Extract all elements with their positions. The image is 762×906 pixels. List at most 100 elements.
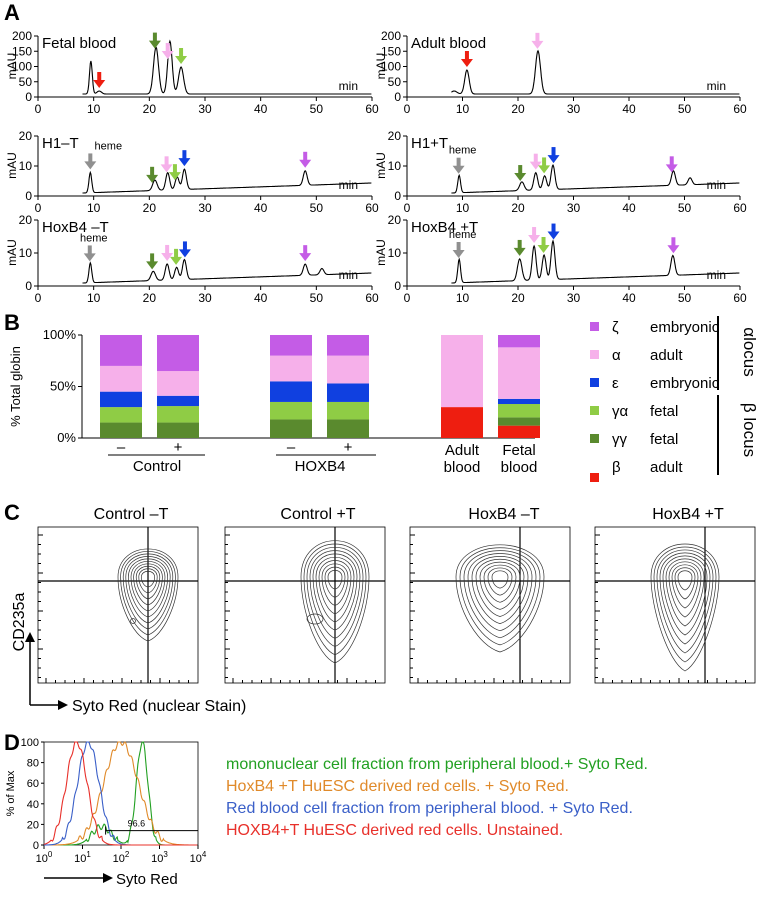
x-tick-base: 10 bbox=[74, 853, 86, 865]
heme-label: heme bbox=[449, 229, 477, 241]
x-tick-label: 50 bbox=[310, 291, 324, 305]
y-tick-label: 20 bbox=[27, 819, 39, 831]
density-contour bbox=[471, 556, 529, 624]
density-contour bbox=[128, 558, 168, 618]
y-tick-label: 100 bbox=[381, 60, 401, 74]
y-tick-label: 20 bbox=[19, 213, 33, 227]
x-tick-label: 0 bbox=[404, 102, 411, 116]
trace-title: HoxB4 +T bbox=[411, 219, 478, 236]
histogram-series-line bbox=[44, 741, 198, 846]
peak-arrow-head bbox=[168, 172, 181, 181]
x-tick-label: 30 bbox=[567, 102, 581, 116]
bar-segment-alpha bbox=[441, 335, 483, 408]
bar-segment-zeta bbox=[100, 335, 142, 366]
chromatogram-line bbox=[451, 239, 740, 284]
x-tick-label: 10 bbox=[456, 201, 470, 215]
group-label-line: Fetal bbox=[502, 442, 535, 459]
y-tick-label: 100 bbox=[21, 737, 39, 749]
syto-red-arrow-head bbox=[103, 873, 113, 883]
group-label-line: Adult bbox=[445, 442, 480, 459]
legend-symbol: γα bbox=[612, 403, 629, 420]
y-axis-label: % Total globin bbox=[8, 346, 23, 427]
x-tick-label: 40 bbox=[622, 291, 636, 305]
x-tick-label: 10 bbox=[87, 102, 101, 116]
y-tick-label: 0% bbox=[57, 430, 76, 445]
peak-arrow-head bbox=[460, 58, 473, 67]
flow-plot: HoxB4 +T bbox=[594, 506, 756, 684]
density-contour bbox=[656, 549, 714, 654]
group-label-line: blood bbox=[501, 459, 538, 476]
x-tick-label: 40 bbox=[622, 102, 636, 116]
x-tick-label: 50 bbox=[678, 102, 692, 116]
x-tick-base: 10 bbox=[113, 853, 125, 865]
flow-plot-title: HoxB4 +T bbox=[652, 506, 724, 523]
peak-arrow-head bbox=[146, 174, 159, 183]
y-tick-label: 150 bbox=[12, 44, 32, 58]
bar-segment-alpha bbox=[327, 355, 369, 384]
bar-segment-epsilon bbox=[157, 395, 199, 407]
y-axis-label: mAU bbox=[374, 53, 388, 80]
y-tick-label: 0 bbox=[394, 189, 401, 203]
peak-arrow-head bbox=[537, 244, 550, 253]
legend-swatch-epsilon bbox=[590, 378, 599, 387]
bar-segment-zeta bbox=[157, 335, 199, 372]
peak-arrow-head bbox=[93, 80, 106, 88]
x-tick-label: 30 bbox=[567, 291, 581, 305]
density-contour bbox=[133, 563, 163, 606]
peak-arrow-head bbox=[547, 231, 560, 240]
plot-frame bbox=[409, 526, 571, 684]
trace-title: HoxB4 –T bbox=[42, 219, 109, 236]
group-label-line: blood bbox=[444, 459, 481, 476]
legend-text: embryonic bbox=[650, 375, 720, 392]
y-axis-label: mAU bbox=[374, 239, 388, 266]
peak-arrow-head bbox=[452, 250, 465, 259]
bar-label: + bbox=[174, 439, 183, 456]
plot-frame bbox=[224, 526, 386, 684]
density-contour bbox=[120, 551, 176, 636]
legend-text: adult bbox=[650, 347, 683, 364]
x-tick-label: 60 bbox=[733, 291, 747, 305]
x-tick-label: 60 bbox=[365, 201, 379, 215]
histogram-series-line bbox=[43, 741, 198, 846]
bar-segment-alpha bbox=[498, 347, 540, 399]
y-tick-label: 0 bbox=[25, 90, 32, 104]
density-contour bbox=[459, 547, 541, 646]
density-contour bbox=[665, 558, 705, 627]
histogram-legend-entry: Red blood cell fraction from peripheral … bbox=[226, 800, 633, 817]
y-tick-label: 150 bbox=[381, 44, 401, 58]
legend-swatch-zeta bbox=[590, 322, 599, 331]
bar-segment-gamma_a bbox=[498, 404, 540, 418]
histogram-legend-entry: mononuclear cell fraction from periphera… bbox=[226, 756, 648, 773]
density-contour bbox=[662, 555, 708, 636]
density-contour bbox=[312, 553, 358, 631]
x-tick-label: 20 bbox=[143, 291, 157, 305]
flow-y-axis-label: CD235a bbox=[11, 593, 28, 652]
bar-segment-gamma_g bbox=[270, 419, 312, 438]
y-axis-label: mAU bbox=[374, 152, 388, 179]
x-tick-exponent: 3 bbox=[163, 850, 168, 859]
y-tick-label: 60 bbox=[27, 778, 39, 790]
density-contour bbox=[659, 552, 711, 645]
heme-label: heme bbox=[449, 145, 477, 157]
x-axis-label: min bbox=[339, 268, 358, 282]
flow-cytometry-panel: Control –T Control +T HoxB4 –T HoxB4 +T CD23… bbox=[11, 506, 756, 715]
trace-title: Adult blood bbox=[411, 35, 486, 52]
y-tick-label: 50 bbox=[19, 75, 33, 89]
x-tick-exponent: 0 bbox=[48, 850, 53, 859]
peak-arrow-head bbox=[667, 245, 680, 254]
x-tick-label: 0 bbox=[35, 102, 42, 116]
bar-segment-gamma_g bbox=[327, 419, 369, 438]
legend-symbol: β bbox=[612, 459, 621, 476]
bar-label: + bbox=[344, 439, 353, 456]
beta-locus-label: β locus bbox=[740, 403, 759, 457]
density-contour bbox=[650, 543, 720, 672]
y-tick-label: 200 bbox=[381, 29, 401, 43]
peak-arrow-head bbox=[529, 161, 542, 170]
histogram-series-line bbox=[44, 741, 198, 846]
density-contour bbox=[653, 546, 717, 663]
x-tick-label: 0 bbox=[404, 291, 411, 305]
x-tick-label: 103 bbox=[151, 850, 168, 865]
